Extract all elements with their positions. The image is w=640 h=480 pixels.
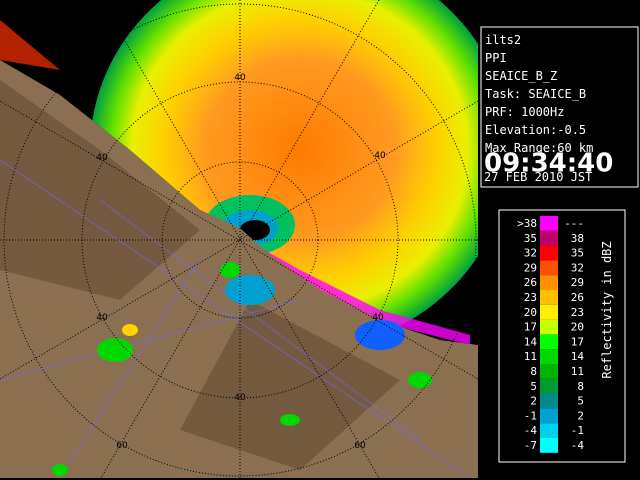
time: 09:34:40 [484, 149, 613, 179]
legend-high: 38 [571, 232, 584, 245]
legend-swatch [540, 290, 558, 305]
legend-low: 5 [530, 380, 537, 393]
land-echo [52, 262, 432, 476]
legend-high: 5 [577, 395, 584, 408]
legend-swatch [540, 275, 558, 290]
ring-label: 40 [96, 153, 108, 163]
max-range: Max Range:60 km [485, 141, 593, 155]
legend-swatch [540, 438, 558, 453]
legend-low: 17 [524, 321, 537, 334]
legend-high: -4 [571, 439, 585, 452]
range-rings [0, 0, 478, 478]
task: Task: SEAICE_B [485, 87, 586, 101]
legend-low: 11 [524, 350, 537, 363]
product: SEAICE_B_Z [485, 69, 557, 83]
legend-high: --- [564, 217, 584, 230]
legend-swatch [540, 216, 558, 231]
legend-high: 26 [571, 291, 584, 304]
legend-high: 11 [571, 365, 584, 378]
legend-low: 32 [524, 247, 537, 260]
legend-low: 20 [524, 306, 537, 319]
coast-echo [0, 20, 60, 70]
legend-low: 35 [524, 232, 537, 245]
legend-high: -1 [571, 424, 584, 437]
radar-image: 60 40 40 40 40 40 40 60 60 [0, 0, 478, 478]
legend-swatch [540, 334, 558, 350]
ring-label: 40 [234, 73, 246, 83]
legend-high: 23 [571, 306, 584, 319]
legend-swatch [540, 260, 558, 276]
legend-low: 26 [524, 276, 537, 289]
legend-high: 32 [571, 261, 584, 274]
legend-swatch [540, 230, 558, 246]
legend-high: 20 [571, 321, 584, 334]
legend-swatch [540, 408, 558, 424]
legend-low: -4 [524, 424, 538, 437]
ring-label: 60 [354, 441, 366, 451]
legend-low: 2 [530, 395, 537, 408]
ring-label: 40 [234, 393, 246, 403]
ring-label: 40 [96, 313, 108, 323]
ring-label: 60 [116, 441, 128, 451]
info-box [480, 26, 639, 188]
legend-low: -7 [524, 439, 537, 452]
date: 27 FEB 2010 JST [484, 170, 592, 184]
elevation: Elevation:-0.5 [485, 123, 586, 137]
legend-high: 2 [577, 409, 584, 422]
legend-swatch [540, 423, 558, 438]
legend-high: 17 [571, 335, 584, 348]
legend-low: >38 [517, 217, 537, 230]
legend-low: 29 [524, 261, 537, 274]
station: ilts2 [485, 33, 521, 47]
legend-swatch [540, 349, 558, 364]
legend-high: 29 [571, 276, 584, 289]
legend-low: 8 [530, 365, 537, 378]
ring-label: 40 [372, 313, 384, 323]
legend-low: 23 [524, 291, 537, 304]
rivers [0, 159, 471, 478]
legend-swatch [540, 304, 558, 320]
legend-swatch [540, 364, 558, 379]
legend-low: 14 [524, 335, 538, 348]
terrain [0, 80, 400, 470]
legend-title: Reflectivity in dBZ [600, 241, 614, 378]
legend-box [498, 209, 626, 463]
legend-swatch [540, 245, 558, 261]
ring-label: 60 [116, 25, 128, 35]
legend-swatch [540, 378, 558, 394]
legend-swatch [540, 319, 558, 335]
ring-label: 40 [374, 151, 386, 161]
mode: PPI [485, 51, 507, 65]
legend-swatch [540, 393, 558, 409]
legend-low: -1 [524, 409, 537, 422]
legend-high: 14 [571, 350, 585, 363]
ring-labels: 60 40 40 40 40 40 40 60 60 [96, 25, 386, 451]
legend-high: 8 [577, 380, 584, 393]
legend-high: 35 [571, 247, 584, 260]
prf: PRF: 1000Hz [485, 105, 564, 119]
